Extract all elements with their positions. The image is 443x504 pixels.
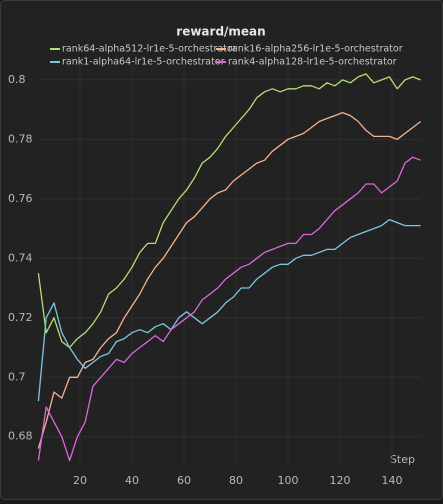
y-tick-label: 0.78 xyxy=(8,132,33,145)
series-line xyxy=(37,73,421,349)
legend-label: rank1-alpha64-lr1e-5-orchestrator xyxy=(62,57,225,68)
legend-label: rank16-alpha256-lr1e-5-orchestrator xyxy=(228,44,403,55)
series-line xyxy=(37,156,421,462)
series-line xyxy=(37,111,421,449)
y-tick-label: 0.74 xyxy=(8,251,33,264)
legend-label: rank64-alpha512-lr1e-5-orchestrator xyxy=(62,44,237,55)
x-tick-label: 120 xyxy=(330,474,351,487)
x-tick-label: 40 xyxy=(125,474,139,487)
series-line xyxy=(37,218,421,402)
x-axis-label: Step xyxy=(390,453,415,466)
y-tick-label: 0.7 xyxy=(8,370,26,383)
y-tick-label: 0.8 xyxy=(8,73,26,86)
x-tick-label: 60 xyxy=(177,474,191,487)
x-tick-label: 20 xyxy=(73,474,87,487)
chart-title: reward/mean xyxy=(176,25,265,39)
legend-label: rank4-alpha128-lr1e-5-orchestrator xyxy=(228,57,397,68)
y-tick-label: 0.76 xyxy=(8,192,33,205)
x-tick-label: 100 xyxy=(278,474,299,487)
y-tick-label: 0.68 xyxy=(8,430,33,443)
x-tick-label: 140 xyxy=(382,474,403,487)
x-tick-label: 80 xyxy=(229,474,243,487)
y-tick-label: 0.72 xyxy=(8,311,33,324)
